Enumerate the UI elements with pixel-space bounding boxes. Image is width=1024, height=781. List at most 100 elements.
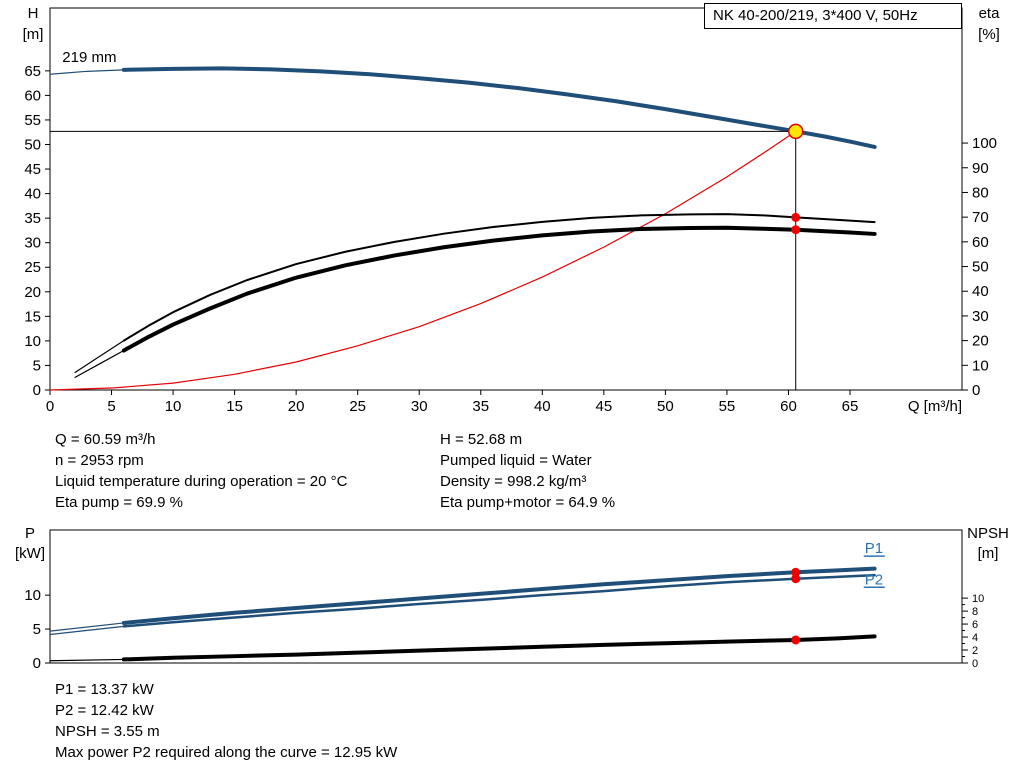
annotation-p2: P2 [865,571,883,588]
svg-text:20: 20 [24,284,41,301]
svg-text:25: 25 [24,259,41,276]
svg-text:0: 0 [972,382,980,399]
svg-text:30: 30 [411,398,428,415]
svg-text:0: 0 [972,658,978,670]
svg-text:30: 30 [24,235,41,252]
svg-text:[m]: [m] [978,545,999,562]
info-line-p2: P2 = 12.42 kW [55,702,154,719]
system-curve [49,130,797,391]
x-axis: 0 5 10 15 20 25 30 35 40 45 50 55 60 65 Q [m³/h] [46,390,962,415]
eta-pump-curve-lead-in [74,340,125,374]
duty-point-marker[interactable] [787,123,804,140]
duty-dot [791,635,801,645]
svg-text:10: 10 [24,587,41,604]
efficiency-duty-dot [791,225,801,235]
power-info-column: P1 = 13.37 kW P2 = 12.42 kW NPSH = 3.55 … [55,679,397,763]
svg-text:Q [m³/h]: Q [m³/h] [908,398,962,415]
svg-text:[%]: [%] [978,26,1000,43]
duty-dot [791,574,801,584]
svg-text:10: 10 [972,593,984,605]
svg-text:5: 5 [33,621,41,638]
p2-curve-lead-in [49,625,124,636]
p2-curve [122,573,876,628]
svg-text:90: 90 [972,160,989,177]
pump-curve-219mm [121,66,877,149]
svg-text:4: 4 [972,632,978,644]
svg-text:20: 20 [972,333,989,350]
svg-text:15: 15 [226,398,243,415]
y-axis-left: 0 5 10 15 20 25 30 35 40 45 50 55 60 65 H [m] [23,5,50,399]
svg-text:eta: eta [979,5,1001,22]
svg-text:30: 30 [972,308,989,325]
svg-text:6: 6 [972,619,978,631]
npsh-curve [121,634,877,662]
svg-text:40: 40 [24,186,41,203]
svg-text:P: P [25,525,35,542]
info-line-pumped-liquid: Pumped liquid = Water [440,452,592,469]
annotation-219-mm: 219 mm [62,49,116,66]
svg-text:5: 5 [33,357,41,374]
p1-curve-lead-in [49,622,124,632]
info-line-density: Density = 998.2 kg/m³ [440,473,587,490]
qh-efficiency-chart[interactable]: 0 5 10 15 20 25 30 35 40 45 50 55 60 65 Q [m³/h] 0 5 10 15… [0,0,1024,420]
svg-text:60: 60 [972,234,989,251]
info-line-liquid-temp: Liquid temperature during operation = 20… [55,473,348,490]
y-axis-right: 0 10 20 30 40 50 60 70 80 90 100 eta [%] [962,5,1000,399]
info-line-p1: P1 = 13.37 kW [55,681,154,698]
svg-text:50: 50 [24,136,41,153]
pump-model-title: NK 40-200/219, 3*400 V, 50Hz [704,3,962,29]
svg-text:10: 10 [24,333,41,350]
svg-text:50: 50 [972,259,989,276]
svg-text:35: 35 [472,398,489,415]
svg-text:55: 55 [24,112,41,129]
eta-pump-curve [122,213,876,342]
svg-text:40: 40 [972,283,989,300]
svg-text:25: 25 [349,398,366,415]
eta-pump-motor-curve [121,225,877,353]
svg-text:100: 100 [972,135,997,152]
p1-curve [121,566,877,625]
svg-text:NPSH: NPSH [967,525,1009,542]
duty-info-right-column: H = 52.68 m Pumped liquid = Water Densit… [440,429,615,513]
svg-text:H: H [28,5,39,22]
info-line-eta-pump: Eta pump = 69.9 % [55,494,183,511]
annotation-p1: P1 [865,540,883,557]
svg-text:45: 45 [24,161,41,178]
npsh-curve-lead-in [49,658,124,662]
svg-text:10: 10 [972,357,989,374]
svg-text:[kW]: [kW] [15,545,45,562]
plot-frame [49,529,963,664]
svg-text:0: 0 [46,398,54,415]
svg-text:60: 60 [24,87,41,104]
svg-text:55: 55 [719,398,736,415]
svg-text:[m]: [m] [23,26,44,43]
svg-text:65: 65 [842,398,859,415]
svg-text:40: 40 [534,398,551,415]
efficiency-duty-dot [791,212,801,222]
svg-text:80: 80 [972,184,989,201]
svg-text:35: 35 [24,210,41,227]
svg-text:45: 45 [596,398,613,415]
info-line-q: Q = 60.59 m³/h [55,431,156,448]
eta-pump-motor-curve-lead-in [74,349,125,379]
svg-text:65: 65 [24,63,41,80]
svg-text:8: 8 [972,606,978,618]
svg-text:0: 0 [33,382,41,399]
svg-text:70: 70 [972,209,989,226]
info-line-speed: n = 2953 rpm [55,452,144,469]
info-line-max-power: Max power P2 required along the curve = … [55,744,398,761]
svg-text:20: 20 [288,398,305,415]
svg-text:0: 0 [33,655,41,672]
svg-text:2: 2 [972,645,978,657]
svg-text:15: 15 [24,308,41,325]
svg-text:50: 50 [657,398,674,415]
y-axis-left: 0 5 10 P [kW] [15,525,50,672]
duty-info-left-column: Q = 60.59 m³/h n = 2953 rpm Liquid tempe… [55,429,347,513]
svg-text:60: 60 [780,398,797,415]
info-line-h: H = 52.68 m [440,431,523,448]
duty-dot [791,567,801,577]
info-line-npsh: NPSH = 3.55 m [55,723,160,740]
svg-text:5: 5 [107,398,115,415]
